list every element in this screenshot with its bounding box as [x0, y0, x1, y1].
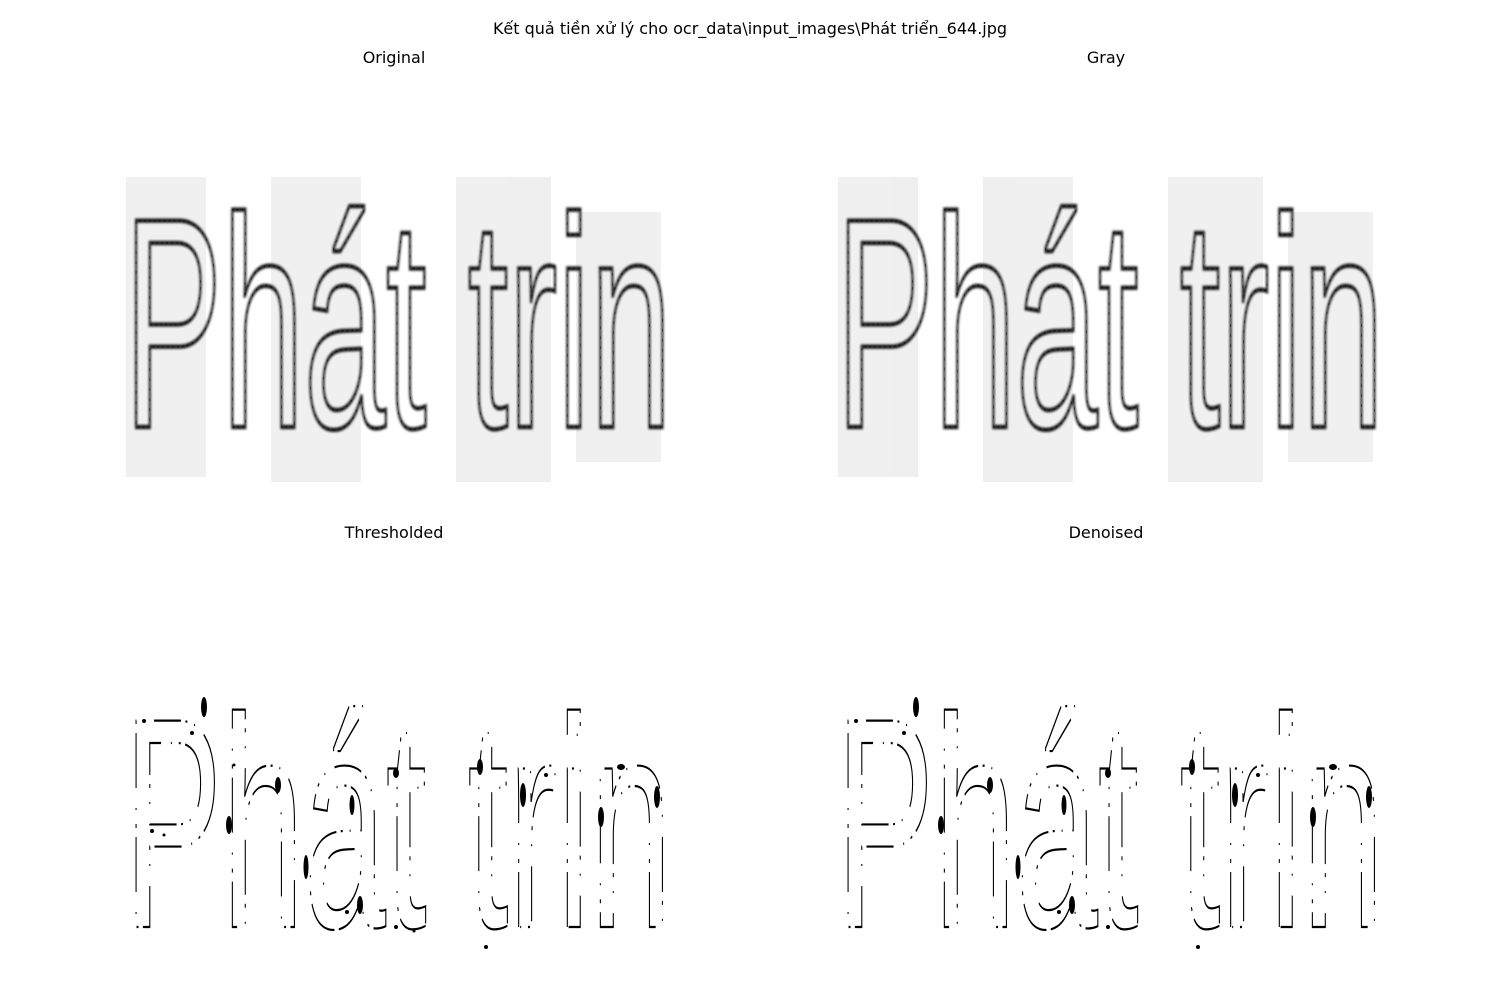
denoised-word: Phát trin	[836, 655, 1384, 957]
gray-word-speckle: Phát trin	[836, 155, 1384, 482]
panel-title-denoised: Denoised	[1068, 523, 1144, 542]
noise-haze	[838, 177, 1373, 482]
original-word: Phát trin	[124, 155, 672, 482]
thresholded-blobs	[142, 697, 660, 949]
panel-original: Original Phát trin Phát trin	[116, 48, 672, 484]
gray-image: Phát trin Phát trin	[834, 153, 1384, 482]
denoised-image: Phát trin	[835, 654, 1384, 957]
thresholded-word: Phát trin	[124, 655, 672, 957]
panel-thresholded: Thresholded Phát trin	[116, 523, 672, 959]
panel-title-gray: Gray	[1086, 48, 1126, 67]
panel-title-original: Original	[362, 48, 426, 67]
original-word-speckle: Phát trin	[124, 155, 672, 482]
original-image: Phát trin Phát trin	[122, 153, 672, 482]
panel-denoised: Denoised Phát trin	[828, 523, 1384, 959]
gray-word: Phát trin	[836, 155, 1384, 482]
thresholded-image: Phát trin	[123, 654, 672, 957]
figure-title: Kết quả tiền xử lý cho ocr_data\input_im…	[492, 19, 1008, 38]
denoised-blobs	[854, 697, 1372, 949]
noise-haze	[126, 177, 661, 482]
panel-gray: Gray Phát trin Phát trin	[828, 48, 1384, 484]
panel-title-thresholded: Thresholded	[344, 523, 444, 542]
